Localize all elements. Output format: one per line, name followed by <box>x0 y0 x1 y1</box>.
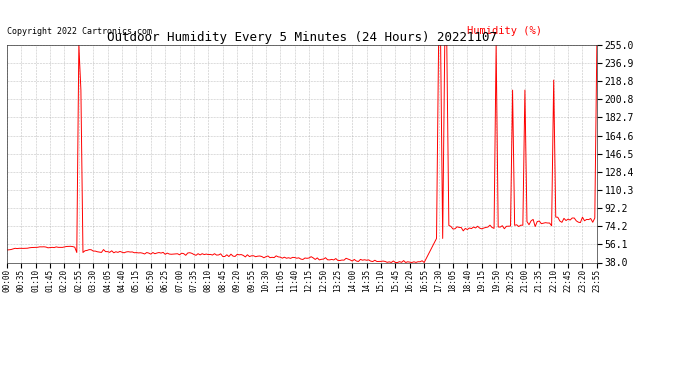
Text: Copyright 2022 Cartronics.com: Copyright 2022 Cartronics.com <box>7 27 152 36</box>
Text: Humidity (%): Humidity (%) <box>467 26 542 36</box>
Title: Outdoor Humidity Every 5 Minutes (24 Hours) 20221107: Outdoor Humidity Every 5 Minutes (24 Hou… <box>107 31 497 44</box>
